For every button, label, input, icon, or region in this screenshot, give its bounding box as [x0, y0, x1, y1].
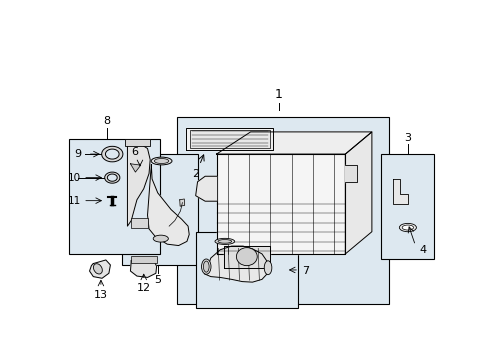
Ellipse shape	[153, 235, 168, 242]
Bar	[124, 139, 150, 146]
Polygon shape	[224, 246, 269, 268]
Polygon shape	[204, 246, 267, 282]
Polygon shape	[130, 258, 156, 278]
Bar	[131, 256, 156, 263]
Text: 7: 7	[301, 266, 308, 276]
Text: 13: 13	[94, 290, 108, 300]
Bar	[176, 117, 388, 304]
Text: 1: 1	[275, 89, 283, 102]
Bar	[381, 154, 433, 260]
Ellipse shape	[215, 238, 234, 244]
Text: 11: 11	[68, 195, 81, 206]
Polygon shape	[345, 165, 356, 182]
Polygon shape	[186, 128, 273, 150]
Polygon shape	[89, 260, 110, 278]
Ellipse shape	[201, 259, 211, 274]
Ellipse shape	[154, 158, 168, 163]
Text: 3: 3	[404, 133, 410, 143]
Text: 9: 9	[74, 149, 81, 159]
Bar	[195, 232, 297, 308]
Polygon shape	[345, 132, 371, 254]
Polygon shape	[180, 199, 184, 206]
Text: 2: 2	[192, 169, 199, 179]
Bar	[131, 218, 148, 228]
Bar	[189, 130, 269, 148]
Ellipse shape	[401, 225, 413, 230]
Text: 8: 8	[103, 116, 110, 126]
Polygon shape	[147, 165, 189, 246]
Polygon shape	[216, 132, 371, 154]
Ellipse shape	[203, 261, 209, 272]
Ellipse shape	[218, 240, 231, 243]
Text: 5: 5	[154, 275, 161, 285]
Bar	[122, 154, 197, 265]
Polygon shape	[127, 143, 150, 226]
Text: 4: 4	[418, 245, 426, 255]
Ellipse shape	[93, 264, 102, 274]
Polygon shape	[392, 179, 407, 204]
Polygon shape	[216, 154, 345, 254]
Bar	[68, 139, 159, 254]
Ellipse shape	[151, 157, 172, 165]
Ellipse shape	[236, 248, 257, 266]
Text: 10: 10	[68, 173, 81, 183]
Polygon shape	[130, 164, 141, 172]
Ellipse shape	[399, 223, 416, 232]
Text: 6: 6	[130, 147, 138, 157]
Text: 12: 12	[137, 283, 150, 293]
Ellipse shape	[264, 261, 271, 275]
Polygon shape	[195, 176, 216, 201]
